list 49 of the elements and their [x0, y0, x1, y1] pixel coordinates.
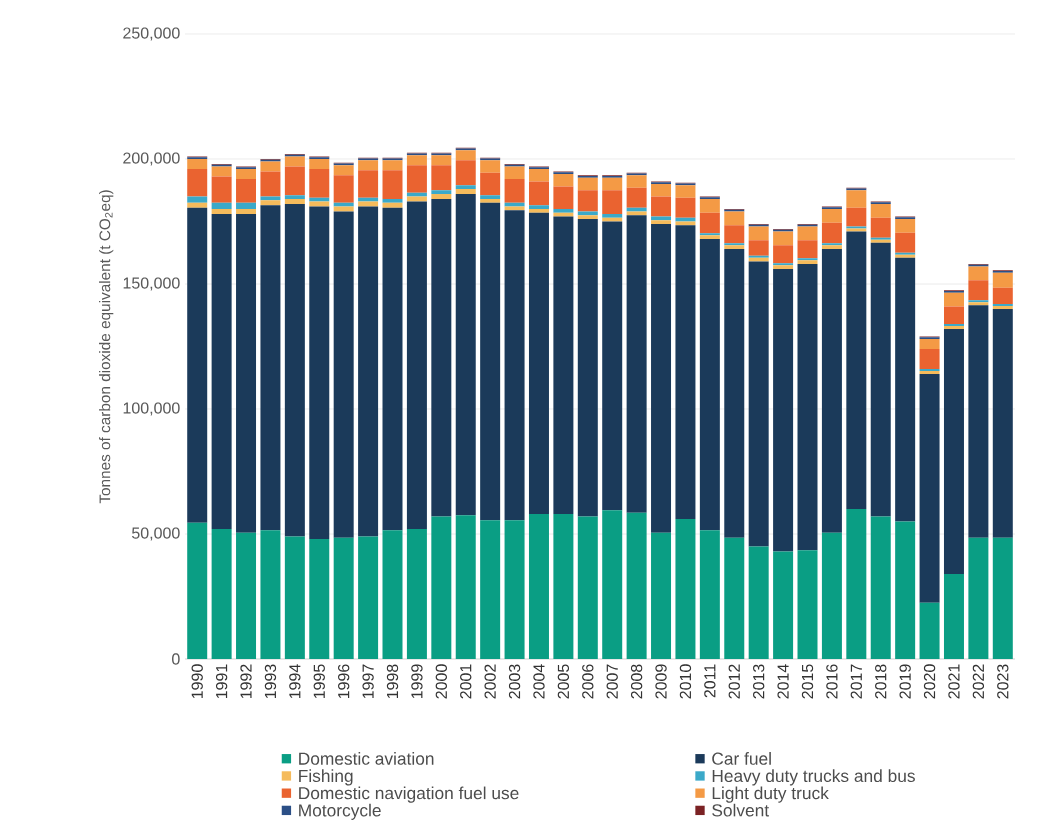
- x-tick-label: 2019: [899, 664, 911, 699]
- x-tick-label: 2016: [826, 664, 838, 699]
- y-tick-label: 0: [172, 653, 180, 665]
- x-tick-label: 1999: [411, 664, 423, 699]
- x-tick-label: 2023: [997, 664, 1009, 699]
- legend-label: Heavy duty trucks and bus: [712, 769, 915, 786]
- legend-label: Solvent: [712, 803, 770, 817]
- x-tick-label: 2002: [484, 664, 496, 699]
- y-tick-label: 100,000: [123, 402, 180, 416]
- x-tick-label: 2013: [753, 664, 765, 699]
- legend-label: Light duty truck: [712, 786, 829, 803]
- y-tick-label: 200,000: [123, 152, 180, 166]
- y-tick-label: 250,000: [123, 27, 180, 41]
- legend-label: Motorcycle: [299, 803, 381, 820]
- x-tick-label: 2009: [655, 664, 667, 699]
- y-tick-label: 50,000: [132, 527, 180, 541]
- x-tick-label: 2004: [533, 664, 545, 699]
- x-tick-label: 2003: [508, 664, 521, 699]
- y-tick-label: 150,000: [123, 277, 180, 291]
- x-tick-label: 1996: [338, 664, 350, 699]
- x-tick-label: 2000: [435, 664, 447, 699]
- x-tick-label: 1995: [313, 664, 325, 699]
- x-tick-label: 2021: [948, 664, 960, 699]
- x-tick-label: 1991: [215, 664, 228, 699]
- x-tick-label: 1994: [289, 664, 301, 699]
- legend-label: Domestic navigation fuel use: [299, 786, 519, 803]
- x-tick-label: 2005: [557, 664, 570, 699]
- x-tick-label: 1998: [386, 664, 399, 699]
- x-tick-label: 2001: [460, 664, 472, 699]
- x-tick-label: 1997: [362, 664, 374, 699]
- x-tick-label: 2022: [972, 664, 985, 699]
- x-tick-label: 2007: [606, 664, 618, 699]
- x-tick-label: 2010: [679, 664, 692, 699]
- x-tick-label: 2014: [777, 664, 789, 699]
- x-tick-label: 2006: [582, 664, 594, 699]
- x-tick-label: 1993: [264, 664, 277, 699]
- legend-label: Fishing: [299, 769, 353, 786]
- x-tick-label: 2011: [704, 664, 716, 698]
- x-tick-label: 1990: [191, 664, 203, 699]
- y-axis-title: Tonnes of carbon dioxide equivalent (t CO$_{2}$eq): [99, 190, 114, 504]
- x-tick-label: 1992: [240, 664, 252, 699]
- x-tick-label: 2008: [630, 664, 643, 699]
- x-tick-label: 2015: [801, 664, 814, 699]
- legend-label: Domestic aviation: [299, 752, 434, 765]
- x-tick-label: 2020: [923, 664, 936, 699]
- x-tick-label: 2017: [850, 664, 862, 699]
- legend-label: Car fuel: [712, 752, 771, 765]
- x-tick-label: 2018: [875, 664, 887, 699]
- x-tick-label: 2012: [728, 664, 740, 699]
